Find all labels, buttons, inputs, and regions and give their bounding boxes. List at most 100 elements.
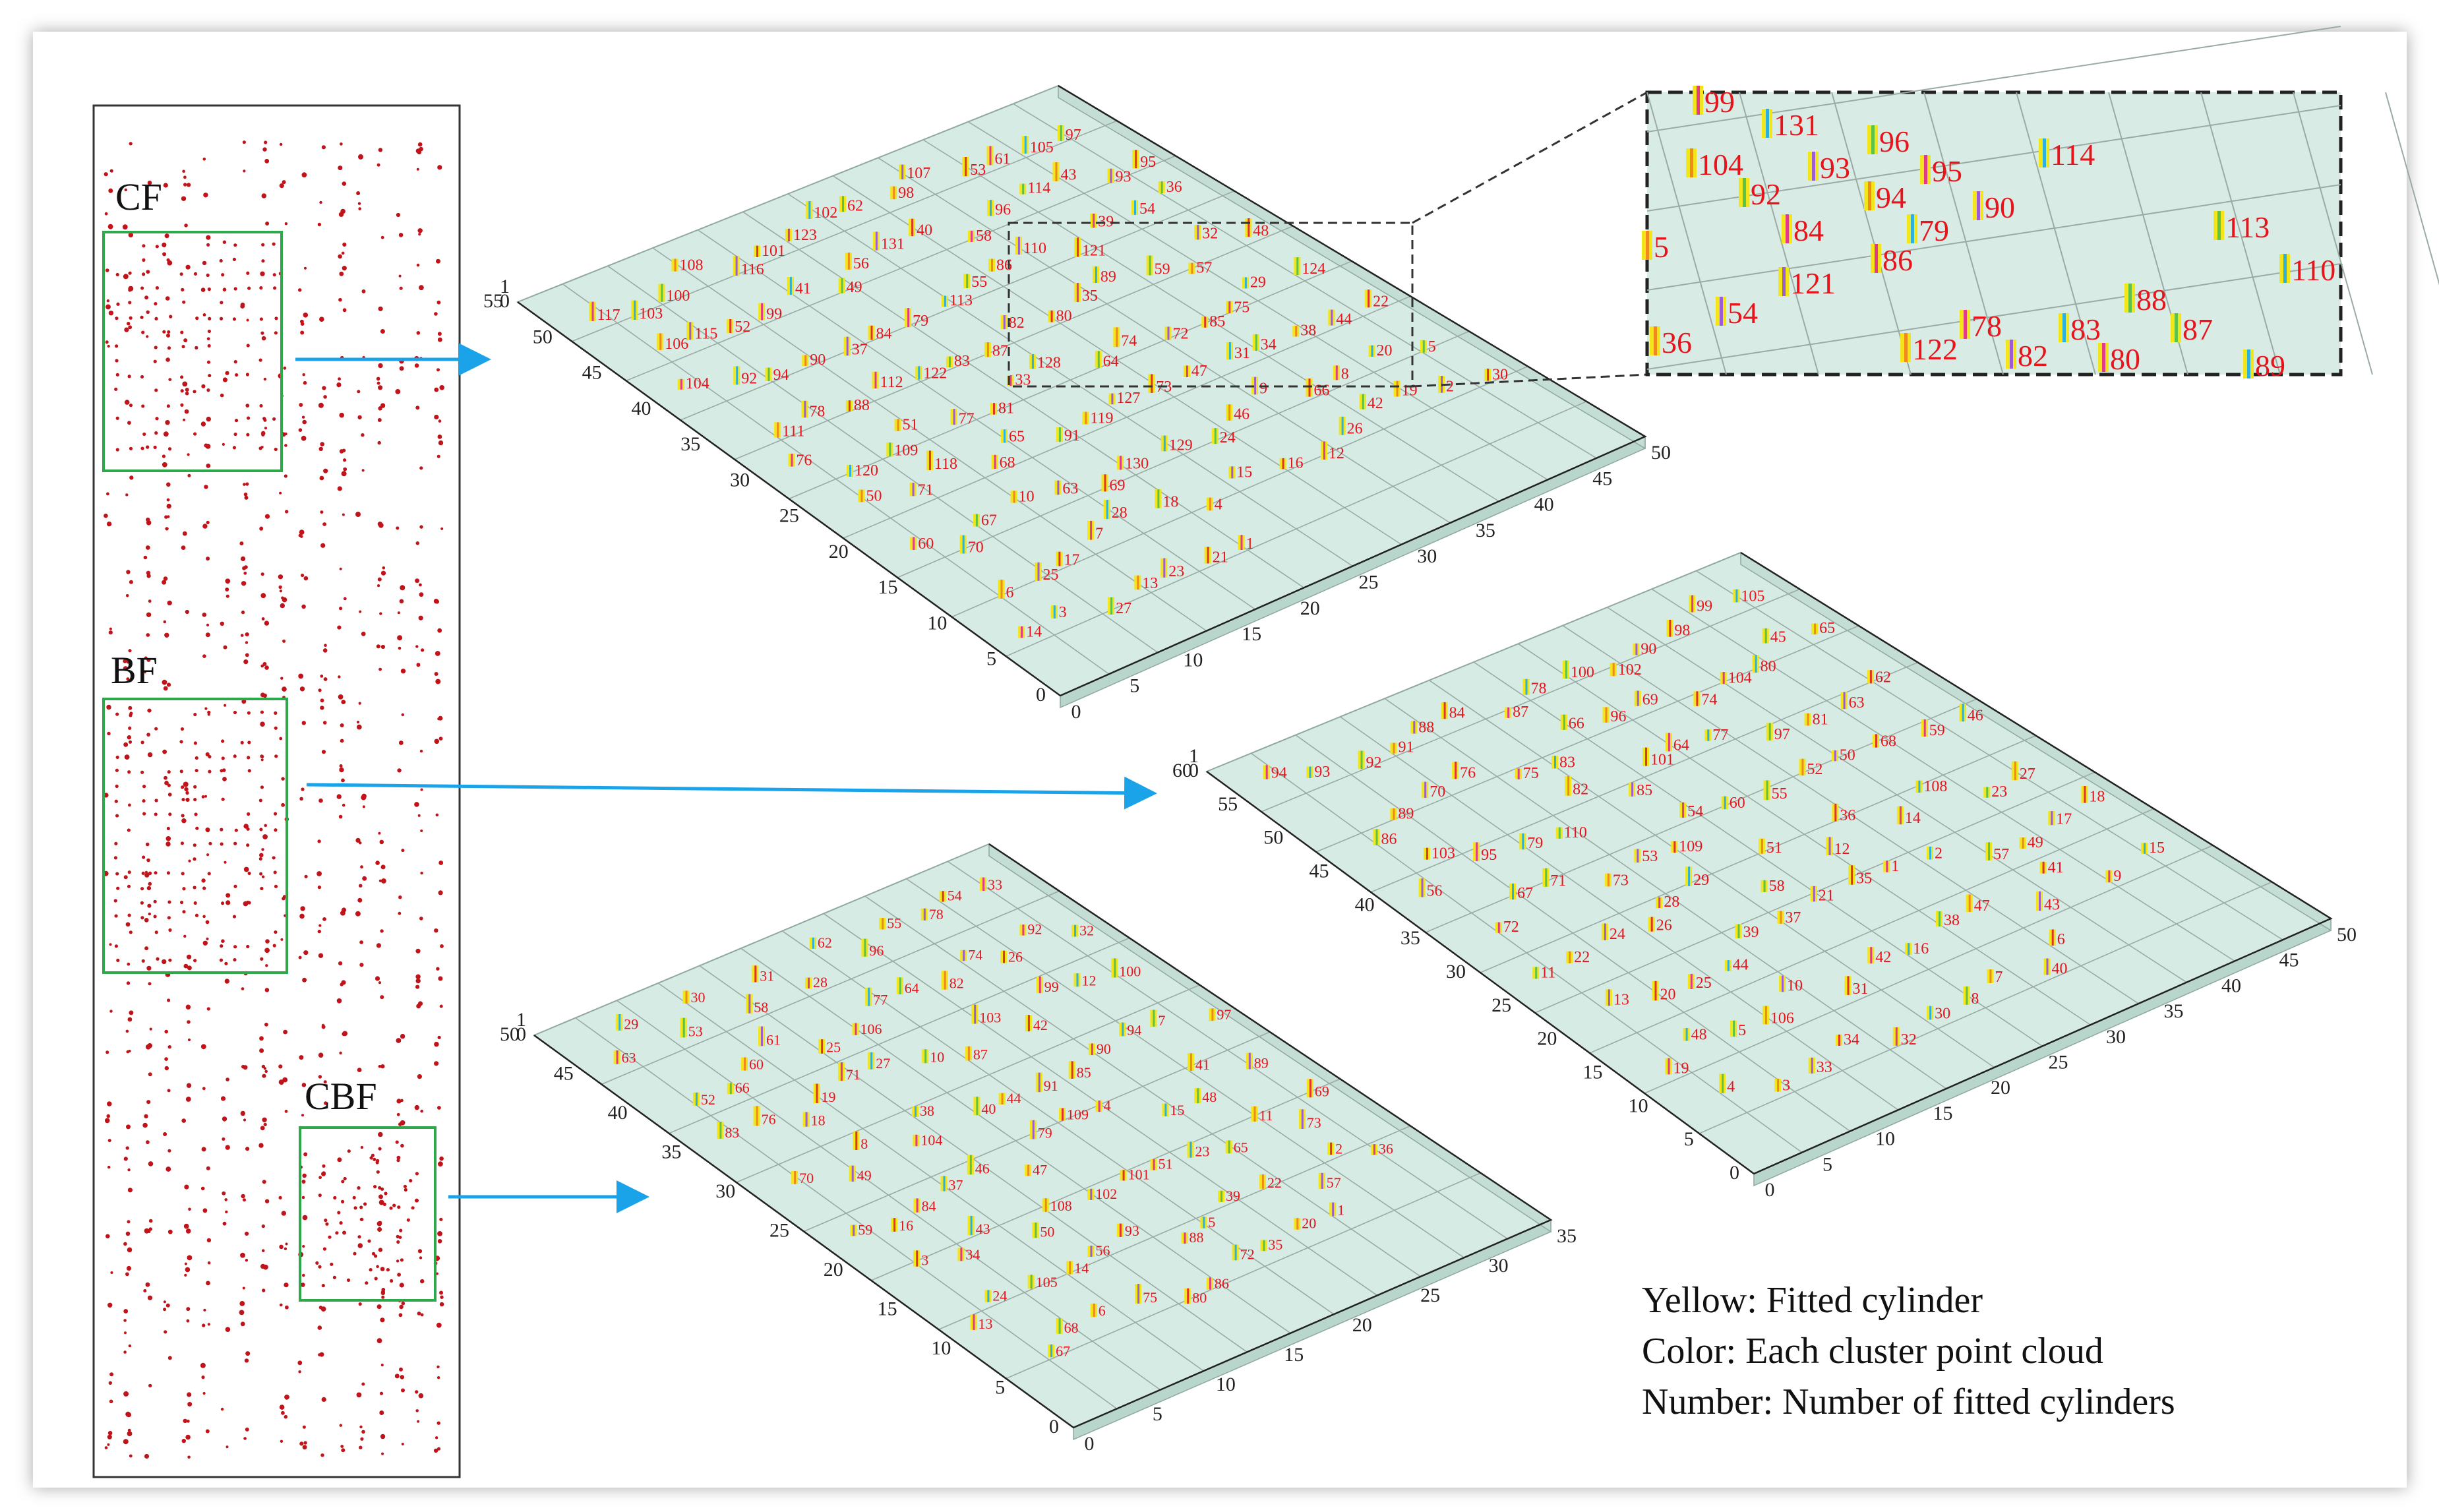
point-dot xyxy=(281,777,285,781)
x-tick-label: 10 xyxy=(1629,1095,1648,1116)
cluster-mark xyxy=(1637,690,1639,706)
cluster-mark xyxy=(761,303,764,320)
inset-grid-line xyxy=(1646,263,2341,370)
point-dot xyxy=(239,1310,245,1315)
point-dot xyxy=(208,755,212,759)
point-dot xyxy=(380,570,386,576)
cylinder-number: 69 xyxy=(1315,1083,1329,1099)
y-tick-label: 10 xyxy=(1183,649,1203,671)
point-dot xyxy=(319,200,322,204)
point-dot xyxy=(125,1411,131,1417)
cluster-mark xyxy=(948,356,951,367)
point-dot xyxy=(340,142,343,146)
cluster-mark xyxy=(1060,125,1062,141)
point-dot xyxy=(382,566,386,570)
cylinder-number: 26 xyxy=(1347,421,1363,438)
point-dot xyxy=(200,1186,205,1191)
point-dot xyxy=(140,916,144,920)
cylinder-number: 68 xyxy=(1881,733,1896,750)
point-dot xyxy=(378,832,381,835)
cylinder-number: 82 xyxy=(1573,781,1588,799)
point-dot xyxy=(114,914,118,918)
inset-cylinder-number: 89 xyxy=(2255,349,2285,382)
point-dot xyxy=(380,864,386,870)
point-dot xyxy=(342,1031,347,1037)
cylinder-number: 39 xyxy=(1743,924,1759,941)
cylinder-number: 38 xyxy=(920,1103,934,1119)
cluster-mark xyxy=(1137,1284,1140,1304)
point-dot xyxy=(146,570,151,575)
cylinder-number: 118 xyxy=(934,456,957,473)
cluster-mark xyxy=(1688,866,1691,886)
point-dot xyxy=(154,431,158,435)
y-tick-label: 45 xyxy=(1592,468,1612,489)
point-dot xyxy=(260,710,264,714)
cylinder-number: 63 xyxy=(622,1050,636,1066)
point-dot xyxy=(378,667,382,671)
cluster-mark xyxy=(1149,255,1151,276)
point-dot xyxy=(247,871,251,876)
cylinder-number: 34 xyxy=(965,1246,980,1263)
x-tick-label: 20 xyxy=(829,541,849,562)
point-dot xyxy=(396,1234,400,1238)
point-dot xyxy=(357,1235,361,1239)
cluster-mark xyxy=(1645,747,1647,766)
cylinder-number: 105 xyxy=(1036,1274,1058,1290)
cluster-mark xyxy=(756,1106,758,1126)
point-dot xyxy=(259,853,264,858)
point-dot xyxy=(380,995,384,1000)
point-dot xyxy=(340,723,344,727)
point-dot xyxy=(181,196,187,201)
cluster-mark xyxy=(897,419,899,431)
x-tick-label: 5 xyxy=(986,648,996,670)
cluster-mark xyxy=(1497,922,1500,933)
point-dot xyxy=(222,1221,227,1226)
cylinder-number: 107 xyxy=(907,165,930,182)
cluster-mark xyxy=(1116,327,1118,348)
cluster-mark xyxy=(1071,1061,1073,1079)
point-dot xyxy=(208,770,212,773)
cluster-mark xyxy=(1184,1232,1186,1244)
point-dot xyxy=(299,686,305,692)
point-dot xyxy=(224,961,228,965)
inset-grid-line xyxy=(1646,92,1727,375)
point-dot xyxy=(319,475,324,481)
x-tick-label: 20 xyxy=(1537,1028,1557,1050)
point-dot xyxy=(357,202,361,205)
cluster-mark xyxy=(1813,886,1815,902)
cylinder-number: 97 xyxy=(1066,127,1081,144)
point-dot xyxy=(416,663,421,667)
cylinder-number: 10 xyxy=(1019,489,1035,506)
cylinder-number: 30 xyxy=(1935,1005,1950,1022)
point-dot xyxy=(245,641,249,644)
point-dot xyxy=(339,1424,342,1427)
point-dot xyxy=(109,943,112,946)
point-dot xyxy=(129,475,134,480)
cylinder-number: 36 xyxy=(1166,179,1182,196)
inset-cylinder-number: 79 xyxy=(1919,214,1949,247)
point-dot xyxy=(338,212,344,217)
x-tick-label: 40 xyxy=(631,398,651,419)
cluster-mark xyxy=(689,322,692,340)
point-dot xyxy=(361,433,365,437)
point-dot xyxy=(116,958,120,963)
point-dot xyxy=(147,1295,153,1300)
cluster-mark xyxy=(1097,351,1100,368)
point-dot xyxy=(167,600,172,606)
cluster-mark xyxy=(1163,435,1166,452)
cylinder-number: 95 xyxy=(1140,154,1156,171)
y-tick-label: 0 xyxy=(1765,1179,1775,1201)
point-dot xyxy=(207,287,211,291)
grid-line xyxy=(843,295,1411,539)
cluster-mark xyxy=(1768,723,1771,741)
cylinder-number: 80 xyxy=(1056,308,1072,325)
point-dot xyxy=(278,1064,283,1069)
point-dot xyxy=(401,1388,405,1393)
point-dot xyxy=(148,1383,152,1388)
cluster-mark xyxy=(1032,1120,1035,1139)
y-tick-label: 25 xyxy=(2049,1052,2068,1074)
cylinder-number: 69 xyxy=(1110,477,1126,494)
cylinder-number: 20 xyxy=(1660,986,1676,1003)
point-dot xyxy=(187,1392,192,1397)
x-tick-label: 50 xyxy=(533,326,553,348)
